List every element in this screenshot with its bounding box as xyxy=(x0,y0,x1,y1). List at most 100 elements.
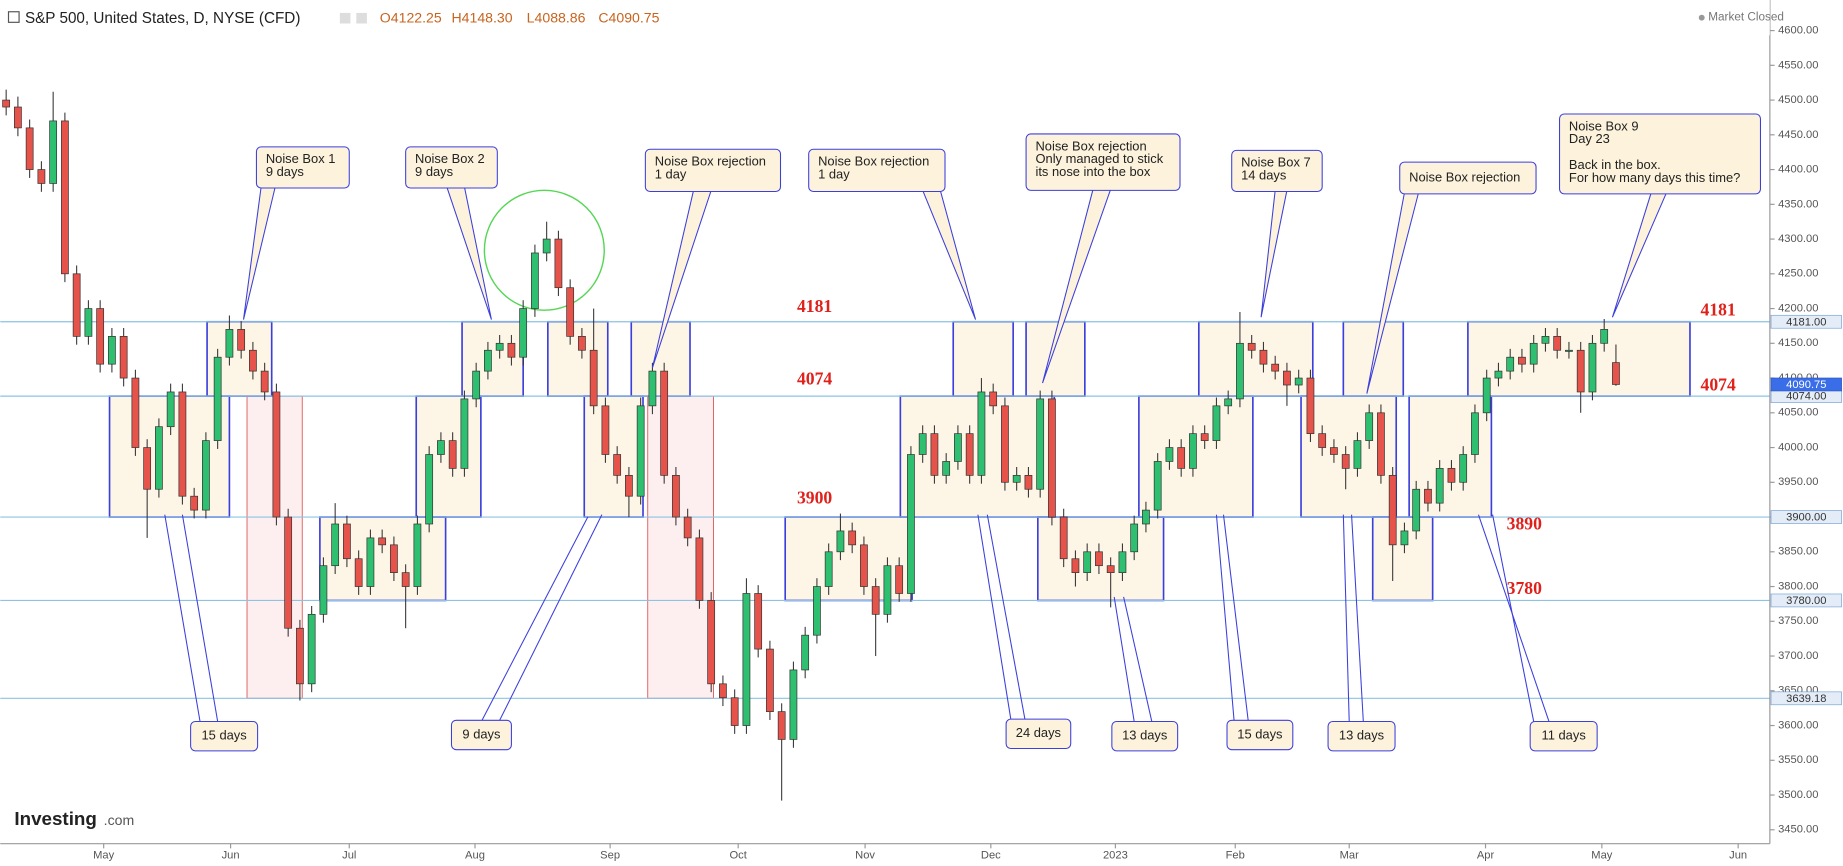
candle-body xyxy=(1471,412,1479,455)
ohlc-value: C4090.75 xyxy=(598,10,659,26)
x-tick-label: Nov xyxy=(855,849,875,861)
candle-body xyxy=(166,391,175,428)
candle-body xyxy=(1612,362,1620,385)
candle-body xyxy=(942,461,951,476)
noise-box xyxy=(1408,395,1493,518)
candle-body xyxy=(284,516,293,629)
candle-body xyxy=(249,349,257,372)
level-label: 4181 xyxy=(1701,299,1736,319)
candle-body xyxy=(1482,377,1491,414)
callout-text: 9 days xyxy=(266,164,304,179)
candle-body xyxy=(1306,377,1315,435)
callout-text: 11 days xyxy=(1542,728,1586,743)
candle-body xyxy=(895,565,904,594)
candle-body xyxy=(225,329,234,358)
candle-body xyxy=(1059,516,1068,560)
candle-body xyxy=(554,238,563,289)
red-zone xyxy=(647,395,714,699)
candle-body xyxy=(1400,530,1409,546)
callout-pointer xyxy=(977,514,1012,720)
candle-body xyxy=(519,308,528,358)
noise-box xyxy=(1371,516,1434,602)
candle-body xyxy=(777,711,786,740)
y-tick-label: 3450.00 xyxy=(1778,824,1818,836)
callout-text: Back in the box. xyxy=(1569,157,1661,172)
callout-pointer xyxy=(1351,514,1364,722)
candle-body xyxy=(108,336,116,365)
price-tag xyxy=(1770,593,1842,608)
y-tick-label: 4000.00 xyxy=(1778,442,1818,454)
price-tag xyxy=(1770,377,1842,392)
level-label: 3780 xyxy=(1507,578,1542,598)
symbol-title: S&P 500, United States, D, NYSE (CFD) xyxy=(25,10,300,27)
callout-box xyxy=(1005,718,1072,750)
callout-pointer xyxy=(1123,596,1153,722)
callout-text: 13 days xyxy=(1339,728,1384,743)
candle-body xyxy=(1236,342,1244,400)
header-bg xyxy=(0,0,1770,36)
candle-body xyxy=(1377,412,1385,476)
price-tag-label: 3639.18 xyxy=(1786,693,1826,705)
candle-body xyxy=(425,454,434,525)
candle-body xyxy=(1036,398,1045,490)
candle-body xyxy=(871,586,880,615)
candle-body xyxy=(1330,447,1338,455)
callout-pointer xyxy=(1215,514,1235,721)
callout-text: Noise Box rejection xyxy=(818,154,929,169)
level-label: 3890 xyxy=(1507,513,1542,533)
candle-body xyxy=(707,600,716,685)
candle-body xyxy=(319,565,328,615)
candle-body xyxy=(96,308,105,365)
icon[interactable] xyxy=(339,12,351,24)
candle-body xyxy=(730,697,739,726)
callout-text: 9 days xyxy=(415,164,453,179)
candle-body xyxy=(260,370,269,393)
collapse-icon[interactable] xyxy=(7,11,20,23)
x-tick-label: Jul xyxy=(342,849,356,861)
candle-body xyxy=(601,405,610,455)
candle-body xyxy=(354,558,363,587)
callout-pointer xyxy=(1477,514,1550,722)
y-tick-label: 4250.00 xyxy=(1778,268,1818,280)
y-tick-label: 4200.00 xyxy=(1778,303,1818,315)
candle-body xyxy=(202,440,210,511)
candle-body xyxy=(178,391,187,497)
level-label: 4181 xyxy=(797,296,832,316)
candle-body xyxy=(1565,349,1573,352)
callout-text: Noise Box rejection xyxy=(1409,169,1520,184)
callout-text: Only managed to stick xyxy=(1035,151,1163,166)
icon[interactable] xyxy=(356,12,367,24)
ohlc-value: H4148.30 xyxy=(451,10,512,26)
candle-body xyxy=(1071,558,1080,573)
price-tag-label: 4090.75 xyxy=(1786,379,1826,391)
y-tick-label: 4350.00 xyxy=(1778,198,1818,210)
x-tick-label: Feb xyxy=(1226,849,1245,861)
callout-box xyxy=(1327,720,1396,752)
price-tag-label: 4181.00 xyxy=(1786,316,1826,328)
candle-body xyxy=(272,391,281,518)
candle-body xyxy=(1341,454,1350,469)
candle-body xyxy=(1447,468,1456,483)
candle-body xyxy=(1106,565,1115,573)
y-tick-label: 4400.00 xyxy=(1778,164,1818,176)
callout-box xyxy=(1231,149,1323,193)
candle-body xyxy=(1459,454,1468,483)
candle-body xyxy=(1424,488,1432,504)
market-status: Market Closed xyxy=(1708,11,1784,24)
candle-body xyxy=(1083,551,1092,573)
callout-pointer xyxy=(181,514,219,722)
candle-body xyxy=(1142,509,1150,525)
candle-body xyxy=(49,120,58,184)
candle-body xyxy=(766,648,774,712)
x-tick-label: Oct xyxy=(730,849,748,861)
logo-suffix: .com xyxy=(104,812,135,828)
noise-box xyxy=(952,320,1014,397)
level-label: 3900 xyxy=(797,487,832,507)
y-tick-label: 3750.00 xyxy=(1778,615,1818,627)
candle-body xyxy=(1494,370,1503,379)
y-tick-label: 4450.00 xyxy=(1778,129,1818,141)
candle-body xyxy=(484,349,492,372)
candle-body xyxy=(754,593,763,650)
candle-body xyxy=(190,495,199,511)
